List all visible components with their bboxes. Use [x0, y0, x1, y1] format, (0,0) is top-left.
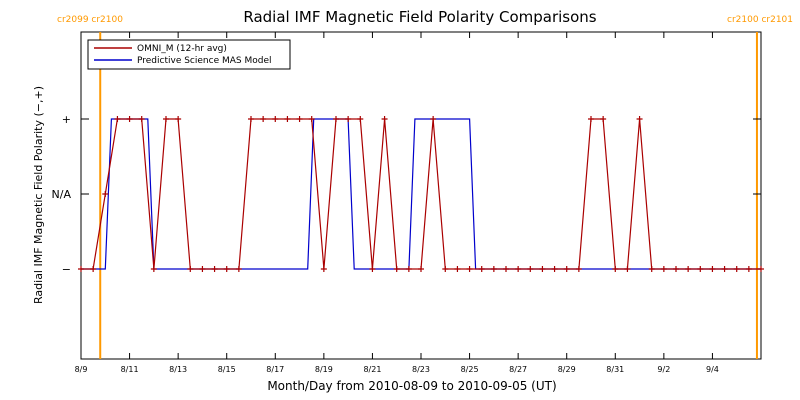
omni-data-point — [320, 266, 327, 272]
omni-data-point — [345, 116, 352, 122]
omni-data-point — [296, 116, 303, 122]
omni-data-point — [369, 266, 376, 272]
x-tick-label: 8/13 — [169, 365, 187, 374]
y-tick-label: + — [62, 113, 71, 126]
legend-box — [87, 39, 291, 70]
omni-data-point — [430, 116, 437, 122]
omni-data-point — [454, 266, 461, 272]
x-tick-label: 8/17 — [266, 365, 284, 374]
omni-data-point — [272, 116, 279, 122]
omni-data-point — [78, 266, 84, 272]
omni-data-point — [90, 266, 97, 272]
omni-data-point — [175, 116, 182, 122]
series-line-mas-model — [81, 118, 761, 270]
omni-data-point — [138, 116, 145, 122]
y-axis-label: Radial IMF Magnetic Field Polarity (−,+) — [32, 86, 45, 304]
omni-data-point — [248, 116, 254, 122]
omni-data-point — [539, 266, 546, 272]
carrington-marker-label: cr2099 cr2100 — [57, 15, 123, 25]
x-tick-label: 8/31 — [606, 365, 624, 374]
x-tick-label: 8/25 — [461, 365, 479, 374]
omni-data-point — [333, 116, 339, 122]
omni-data-point — [612, 266, 619, 272]
omni-data-point — [673, 266, 679, 272]
omni-data-point — [600, 116, 607, 122]
carrington-marker-label: cr2100 cr2101 — [727, 15, 793, 25]
omni-data-point — [163, 116, 169, 122]
omni-data-point — [648, 266, 655, 272]
x-axis-label: Month/Day from 2010-08-09 to 2010-09-05 … — [267, 379, 556, 393]
omni-data-point — [624, 266, 631, 272]
omni-data-point — [466, 266, 473, 272]
omni-data-point — [551, 266, 558, 272]
omni-data-point — [709, 266, 716, 272]
x-tick-label: 9/4 — [706, 365, 719, 374]
omni-data-point — [527, 266, 534, 272]
omni-data-point — [114, 116, 121, 122]
omni-data-point — [357, 116, 364, 122]
omni-data-point — [745, 266, 752, 272]
omni-data-point — [503, 266, 509, 272]
omni-data-point — [758, 266, 764, 272]
series-line-omni — [81, 118, 761, 270]
omni-data-point — [721, 266, 728, 272]
omni-data-point — [515, 266, 522, 272]
legend-label-mas: Predictive Science MAS Model — [137, 56, 272, 66]
omni-data-point — [478, 266, 485, 272]
x-tick-label: 8/29 — [558, 365, 576, 374]
x-tick-label: 8/9 — [75, 365, 88, 374]
omni-data-point — [405, 266, 412, 272]
omni-data-point — [284, 116, 291, 122]
omni-data-point — [381, 116, 388, 122]
y-tick-label: − — [62, 263, 71, 276]
omni-data-point — [199, 266, 206, 272]
omni-data-point — [697, 266, 704, 272]
omni-data-point — [223, 266, 230, 272]
legend-label-omni: OMNI_M (12-hr avg) — [137, 44, 227, 54]
omni-data-point — [733, 266, 740, 272]
y-tick-label: N/A — [52, 188, 72, 201]
x-tick-label: 8/23 — [412, 365, 430, 374]
x-tick-label: 8/11 — [121, 365, 139, 374]
omni-data-point — [418, 266, 424, 272]
omni-data-point — [575, 266, 582, 272]
legend: OMNI_M (12-hr avg) Predictive Science MA… — [87, 39, 291, 70]
omni-data-point — [260, 116, 267, 122]
omni-data-point — [126, 116, 133, 122]
omni-data-point — [685, 266, 692, 272]
omni-data-point — [563, 266, 570, 272]
omni-data-point — [150, 266, 157, 272]
omni-data-point — [187, 266, 194, 272]
omni-data-point — [235, 266, 242, 272]
omni-data-point — [490, 266, 497, 272]
omni-data-point — [442, 266, 449, 272]
x-tick-label: 8/21 — [363, 365, 381, 374]
omni-data-point — [636, 116, 643, 122]
omni-data-point — [308, 116, 315, 122]
omni-data-point — [660, 266, 667, 272]
omni-data-point — [211, 266, 218, 272]
x-tick-label: 9/2 — [657, 365, 670, 374]
x-tick-label: 8/15 — [218, 365, 236, 374]
omni-data-point — [102, 191, 109, 197]
x-tick-label: 8/19 — [315, 365, 333, 374]
omni-data-point — [588, 116, 594, 122]
x-tick-label: 8/27 — [509, 365, 527, 374]
plot-area — [80, 31, 762, 360]
omni-data-point — [393, 266, 400, 272]
chart-title: Radial IMF Magnetic Field Polarity Compa… — [243, 8, 596, 26]
